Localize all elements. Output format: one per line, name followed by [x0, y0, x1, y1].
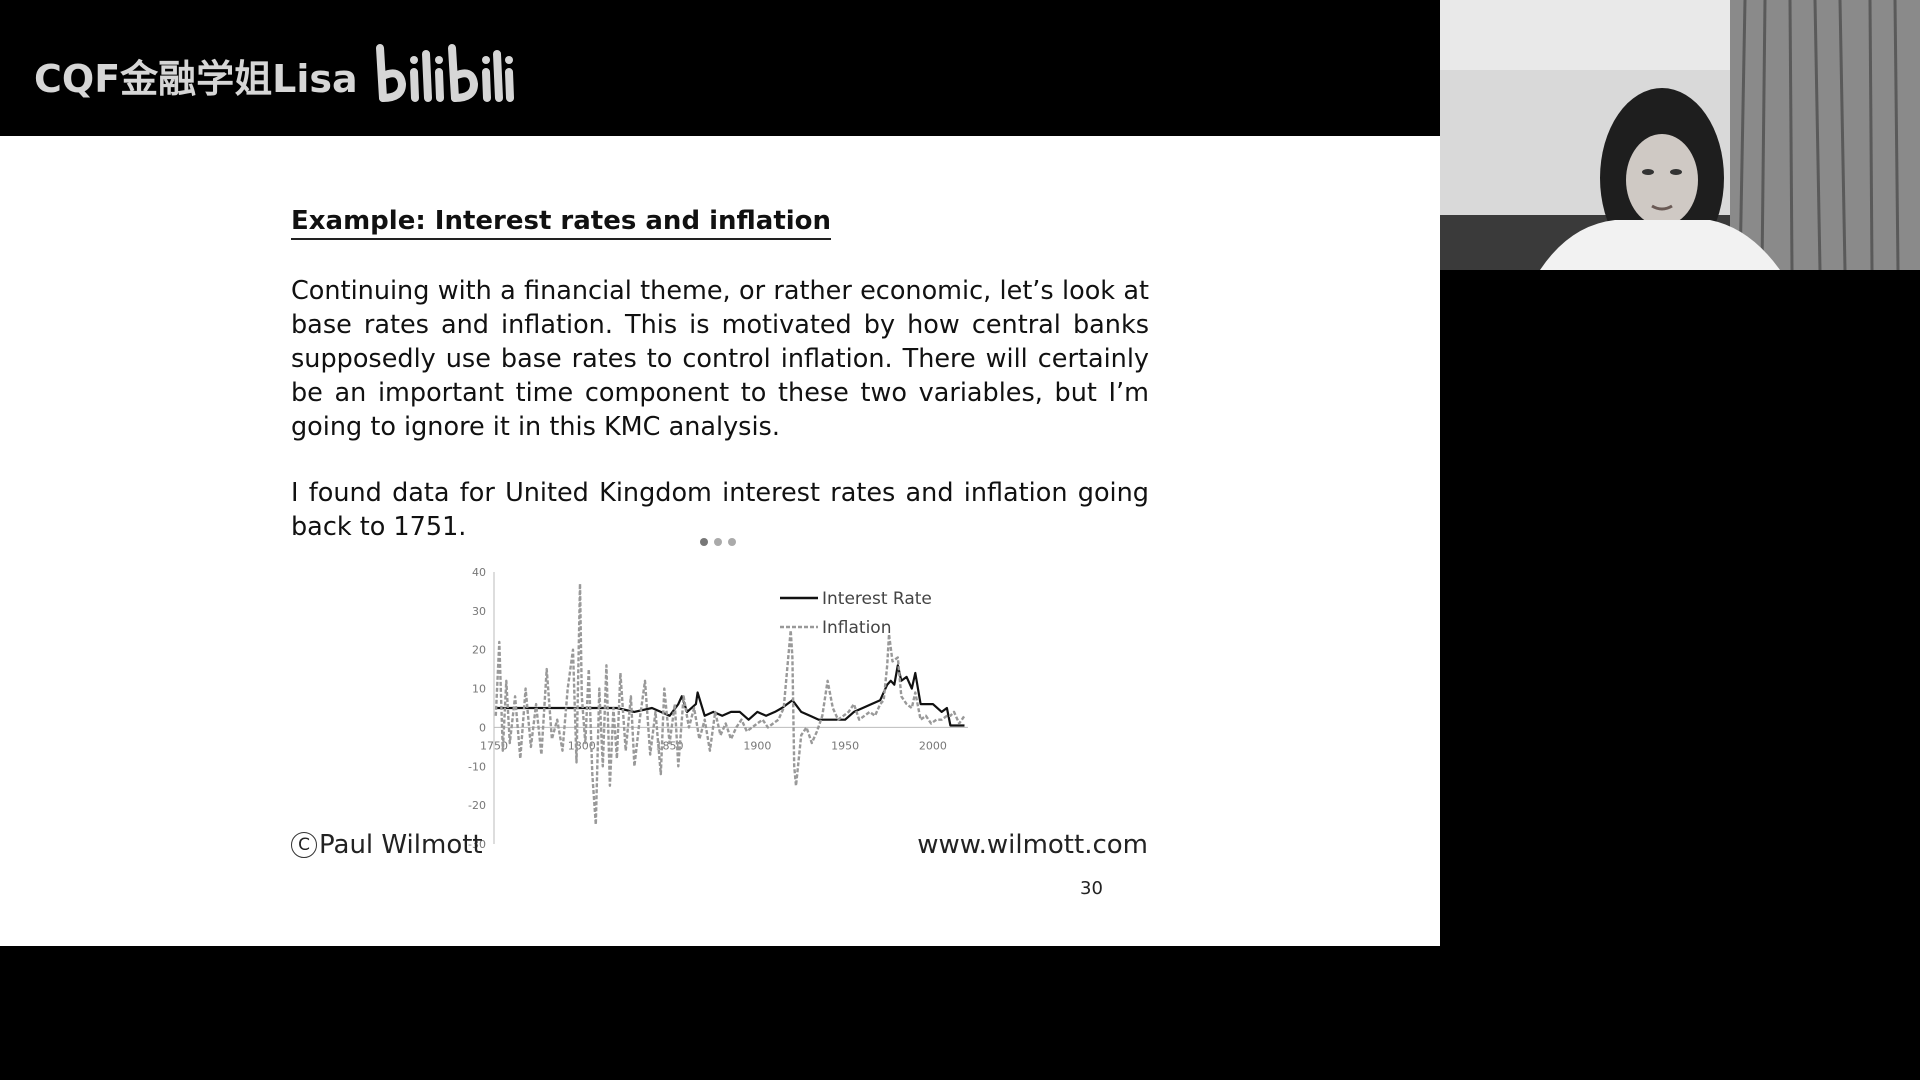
webcam-video	[1440, 0, 1920, 270]
presentation-slide: Example: Interest rates and inflation Co…	[0, 136, 1440, 946]
dot-icon	[728, 538, 736, 546]
legend-label: Inflation	[822, 618, 891, 638]
loading-dots	[700, 538, 736, 546]
footer-author: Paul Wilmott	[319, 830, 483, 860]
footer-website: www.wilmott.com	[917, 830, 1148, 860]
dot-icon	[700, 538, 708, 546]
y-tick-label: -20	[468, 799, 486, 812]
footer-copyright: C Paul Wilmott	[291, 830, 483, 860]
legend-label: Interest Rate	[822, 589, 932, 609]
channel-name: CQF金融学姐Lisa	[34, 56, 358, 101]
dot-icon	[714, 538, 722, 546]
slide-page-number: 30	[1080, 878, 1103, 899]
slide-paragraph-2: I found data for United Kingdom interest…	[291, 478, 1149, 542]
y-tick-label: -30	[468, 838, 486, 851]
x-tick-label: 1800	[568, 739, 596, 752]
y-tick-label: 0	[479, 721, 486, 734]
presenter-video-icon	[1440, 0, 1920, 270]
x-tick-label: 1900	[743, 739, 771, 752]
bilibili-logo-icon	[375, 44, 514, 102]
series-line-interest-rate	[495, 664, 965, 727]
y-tick-label: 20	[472, 644, 486, 657]
y-tick-label: 10	[472, 683, 486, 696]
x-tick-label: 2000	[919, 739, 947, 752]
x-tick-label: 1950	[831, 739, 859, 752]
series-line-inflation	[494, 582, 966, 826]
y-tick-label: 30	[472, 605, 486, 618]
x-tick-label: 1750	[480, 739, 508, 752]
channel-watermark: CQF金融学姐Lisa	[34, 40, 514, 110]
slide-paragraph-1: Continuing with a financial theme, or ra…	[291, 276, 1149, 442]
copyright-icon: C	[291, 832, 317, 858]
slide-title: Example: Interest rates and inflation	[291, 206, 832, 240]
y-tick-label: 40	[472, 568, 486, 579]
y-tick-label: -10	[468, 760, 486, 773]
